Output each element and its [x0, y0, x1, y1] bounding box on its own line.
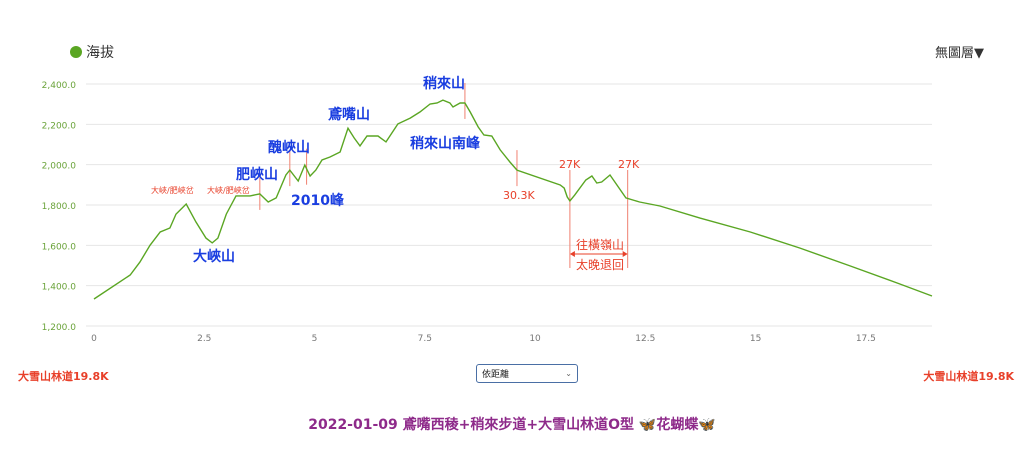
y-tick-label: 2,000.0	[42, 162, 77, 172]
annotation-dahe: 大峽山	[193, 249, 235, 265]
x-axis-mode-select[interactable]: 依距離 ⌄	[476, 364, 578, 383]
annotation-saddle-2: 大峽/肥峽岔	[207, 186, 250, 195]
annotation-late: 太晚退回	[576, 258, 625, 272]
y-tick-label: 1,400.0	[42, 283, 77, 293]
left-label: 大雪山林道19.8K	[18, 370, 109, 383]
butterfly-icon: 🦋	[638, 417, 657, 433]
x-tick-label: 10	[529, 334, 541, 344]
right-label: 大雪山林道19.8K	[923, 370, 1014, 383]
annotation-yuanzui: 鳶嘴山	[328, 107, 370, 123]
annotation-30-3k: 30.3K	[503, 189, 535, 202]
legend-label: 海拔	[86, 45, 114, 61]
butterfly-icon: 🦋	[698, 417, 716, 433]
title-text: 2022-01-09 鳶嘴西稜+稍來步道+大雪山林道O型	[308, 417, 639, 433]
title-flower: 花蝴蝶	[656, 417, 699, 433]
y-tick-label: 2,200.0	[42, 121, 77, 131]
annotation-shaolai: 稍來山	[423, 76, 465, 92]
annotation-27k-b: 27K	[618, 158, 640, 171]
legend-dot-icon	[70, 46, 82, 58]
page-title: 2022-01-09 鳶嘴西稜+稍來步道+大雪山林道O型 🦋花蝴蝶🦋	[0, 414, 1024, 434]
layer-menu[interactable]: 無圖層▼	[935, 46, 984, 61]
x-tick-label: 12.5	[635, 334, 655, 344]
select-value: 依距離	[482, 370, 510, 380]
annotation-saddle-1: 大峽/肥峽岔	[151, 186, 194, 195]
annotation-heng: 往橫嶺山	[576, 238, 625, 252]
y-tick-label: 1,200.0	[42, 323, 77, 333]
x-tick-label: 15	[750, 334, 761, 344]
x-tick-label: 17.5	[856, 334, 876, 344]
legend-item[interactable]: 海拔	[70, 42, 114, 62]
y-tick-label: 1,600.0	[42, 242, 77, 252]
y-tick-label: 2,400.0	[42, 81, 77, 91]
chevron-down-icon: ⌄	[565, 369, 572, 378]
annotation-2010: 2010峰	[291, 193, 344, 209]
annotation-feixia: 肥峽山	[236, 167, 278, 183]
x-tick-label: 5	[312, 334, 318, 344]
elevation-chart: 1,200.0 1,400.0 1,600.0 1,800.0 2,000.0 2,200…	[42, 81, 933, 344]
y-tick-label: 1,800.0	[42, 202, 77, 212]
series-line-elevation	[93, 99, 933, 300]
x-tick-label: 2.5	[197, 334, 211, 344]
x-tick-label: 0	[91, 334, 97, 344]
annotation-chouxia: 醜峽山	[268, 140, 310, 156]
annotation-shaolai-south: 稍來山南峰	[410, 136, 480, 152]
x-tick-label: 7.5	[418, 334, 432, 344]
annotation-27k-a: 27K	[559, 158, 581, 171]
